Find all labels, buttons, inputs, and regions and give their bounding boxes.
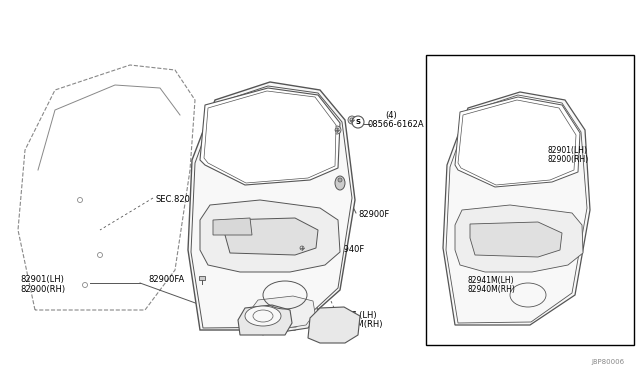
Polygon shape xyxy=(249,296,315,330)
Circle shape xyxy=(333,126,341,134)
Text: MANUAL WINDOWS: MANUAL WINDOWS xyxy=(434,69,522,78)
Polygon shape xyxy=(499,233,517,247)
Polygon shape xyxy=(443,92,590,325)
Bar xyxy=(426,55,634,345)
Text: 82901(LH): 82901(LH) xyxy=(548,146,588,155)
Bar xyxy=(454,276,460,280)
Polygon shape xyxy=(191,86,352,328)
Text: 82900(RH): 82900(RH) xyxy=(20,285,65,294)
Bar xyxy=(199,276,205,280)
Text: 82941M(LH): 82941M(LH) xyxy=(467,276,514,285)
Text: 82900FA: 82900FA xyxy=(148,275,184,284)
Ellipse shape xyxy=(245,306,281,326)
Polygon shape xyxy=(458,245,486,265)
Polygon shape xyxy=(225,218,318,255)
Circle shape xyxy=(469,272,475,278)
Ellipse shape xyxy=(502,236,513,244)
Text: J8P80006: J8P80006 xyxy=(592,359,625,365)
Circle shape xyxy=(338,178,342,182)
Circle shape xyxy=(348,116,356,124)
Ellipse shape xyxy=(463,250,481,260)
Text: 82946M(RH): 82946M(RH) xyxy=(330,320,383,329)
Polygon shape xyxy=(213,218,252,235)
Polygon shape xyxy=(455,205,583,272)
Polygon shape xyxy=(200,200,340,272)
Polygon shape xyxy=(200,88,340,185)
Text: 82901(LH): 82901(LH) xyxy=(20,275,64,284)
Text: 82900F: 82900F xyxy=(358,210,389,219)
Polygon shape xyxy=(446,95,587,323)
Text: 82900(RH): 82900(RH) xyxy=(548,155,589,164)
Text: 82961(LH): 82961(LH) xyxy=(228,307,272,316)
Text: 82947 (LH): 82947 (LH) xyxy=(330,311,376,320)
Polygon shape xyxy=(188,82,355,330)
Ellipse shape xyxy=(335,176,345,190)
Polygon shape xyxy=(470,222,562,257)
Circle shape xyxy=(352,116,364,128)
Text: 08566-6162A: 08566-6162A xyxy=(368,120,424,129)
Circle shape xyxy=(505,254,511,260)
Text: 82940F: 82940F xyxy=(333,245,364,254)
Circle shape xyxy=(298,244,306,252)
Text: 82940M(RH): 82940M(RH) xyxy=(467,285,515,294)
Polygon shape xyxy=(204,91,336,183)
Polygon shape xyxy=(458,100,576,185)
Polygon shape xyxy=(245,292,318,333)
Polygon shape xyxy=(308,307,360,343)
Polygon shape xyxy=(238,305,292,335)
Text: S: S xyxy=(355,119,360,125)
Text: SEC.820: SEC.820 xyxy=(155,195,190,204)
Text: (4): (4) xyxy=(385,111,397,120)
Text: 82960(RH): 82960(RH) xyxy=(228,316,273,325)
Polygon shape xyxy=(455,97,580,187)
